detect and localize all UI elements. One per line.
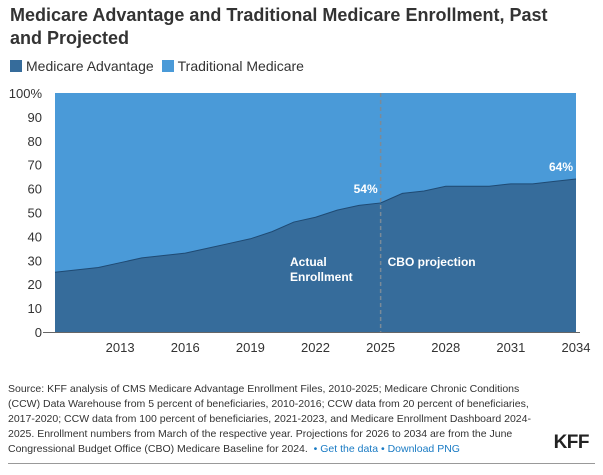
kff-logo: KFF: [553, 432, 590, 453]
legend-swatch: [10, 60, 22, 72]
x-tick-label: 2019: [236, 340, 265, 355]
actual-enrollment-label: Actual: [290, 255, 327, 269]
legend-label: Medicare Advantage: [26, 58, 154, 74]
legend-swatch: [161, 60, 174, 72]
x-tick-label: 2034: [562, 340, 591, 355]
download-png-link[interactable]: Download PNG: [387, 443, 460, 455]
legend: Medicare Advantage Traditional Medicare: [10, 58, 304, 74]
footer-source: Source: KFF analysis of CMS Medicare Adv…: [8, 383, 531, 455]
y-tick-label: 30: [28, 253, 42, 268]
x-tick-label: 2022: [301, 340, 330, 355]
chart-title: Medicare Advantage and Traditional Medic…: [10, 5, 548, 48]
x-tick-label: 2016: [171, 340, 200, 355]
area-chart: 0 10 20 30 40 50 60 70 80 90 100% 2013 2016 2019 2022 2…: [9, 86, 591, 355]
y-tick-label: 100%: [9, 86, 43, 101]
area-medicare-advantage: [55, 179, 576, 332]
data-label-2034: 64%: [549, 160, 573, 174]
legend-item-traditional-medicare: Traditional Medicare: [161, 58, 304, 74]
data-label-2025: 54%: [354, 182, 378, 196]
x-tick-label: 2025: [366, 340, 395, 355]
y-tick-label: 50: [28, 206, 42, 221]
y-tick-label: 90: [28, 110, 42, 125]
get-data-link[interactable]: Get the data: [320, 443, 379, 455]
divider: [8, 463, 595, 464]
y-tick-label: 80: [28, 134, 42, 149]
actual-enrollment-label: Enrollment: [290, 270, 353, 284]
y-tick-label: 70: [28, 158, 42, 173]
source-text: Source: KFF analysis of CMS Medicare Adv…: [8, 383, 531, 455]
y-tick-label: 20: [28, 277, 42, 292]
y-tick-label: 0: [35, 325, 42, 340]
x-tick-label: 2013: [106, 340, 135, 355]
legend-item-medicare-advantage: Medicare Advantage: [10, 58, 154, 74]
y-tick-label: 40: [28, 229, 42, 244]
y-tick-label: 10: [28, 301, 42, 316]
y-tick-label: 60: [28, 182, 42, 197]
x-tick-label: 2028: [431, 340, 460, 355]
legend-label: Traditional Medicare: [177, 58, 304, 74]
medicare-advantage-line: [54, 178, 577, 273]
cbo-projection-label: CBO projection: [388, 255, 476, 269]
x-tick-label: 2031: [496, 340, 525, 355]
